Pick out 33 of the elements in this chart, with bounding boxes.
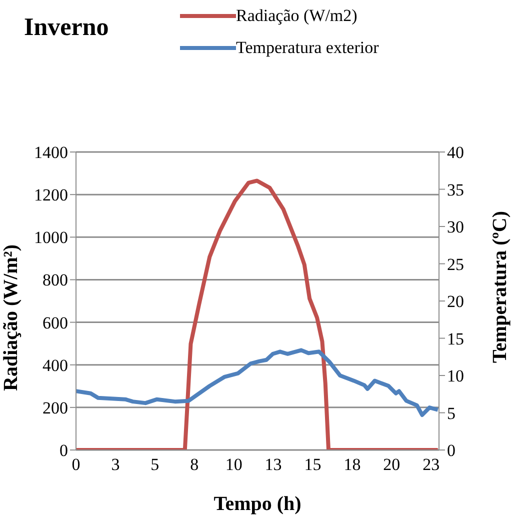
y2-tick-label: 30 <box>447 218 464 237</box>
y2-axis-title: Temperatura (ºC) <box>489 211 511 363</box>
y2-tick-label: 15 <box>447 329 464 348</box>
y-tick-label: 200 <box>42 398 68 418</box>
y2-tick-label: 35 <box>447 180 464 200</box>
x-tick-label: 23 <box>422 455 440 474</box>
y2-tick-label: 0 <box>447 441 456 460</box>
x-tick-label: 5 <box>150 455 160 474</box>
y-tick-label: 0 <box>60 441 68 460</box>
y-tick-label: 1200 <box>34 186 68 205</box>
x-axis-title: Tempo (h) <box>214 493 302 515</box>
y2-tick-label: 25 <box>447 254 464 274</box>
x-tick-label: 18 <box>344 455 361 474</box>
y-axis-title: Radiação (W/m²) <box>0 244 22 391</box>
y2-tick-label: 10 <box>447 366 464 386</box>
chart-title: Inverno <box>24 14 109 42</box>
y-tick-label: 1000 <box>34 228 68 248</box>
y-tick-label: 800 <box>42 270 68 290</box>
y-tick-label: 1400 <box>34 143 68 162</box>
x-tick-label: 15 <box>304 455 322 474</box>
x-tick-label: 0 <box>72 455 80 474</box>
x-tick-label: 10 <box>225 455 242 474</box>
x-tick-label: 3 <box>111 455 120 474</box>
y-tick-label: 600 <box>42 313 68 332</box>
legend-label: Radiação (W/m2) <box>236 6 358 26</box>
y2-tick-label: 5 <box>447 404 456 423</box>
y2-tick-label: 20 <box>447 292 464 312</box>
y-tick-label: 400 <box>42 356 68 375</box>
x-tick-label: 13 <box>264 455 282 474</box>
y2-tick-label: 40 <box>447 143 464 162</box>
x-tick-label: 8 <box>190 455 199 474</box>
legend-label: Temperatura exterior <box>236 38 379 58</box>
x-tick-label: 20 <box>383 455 400 474</box>
